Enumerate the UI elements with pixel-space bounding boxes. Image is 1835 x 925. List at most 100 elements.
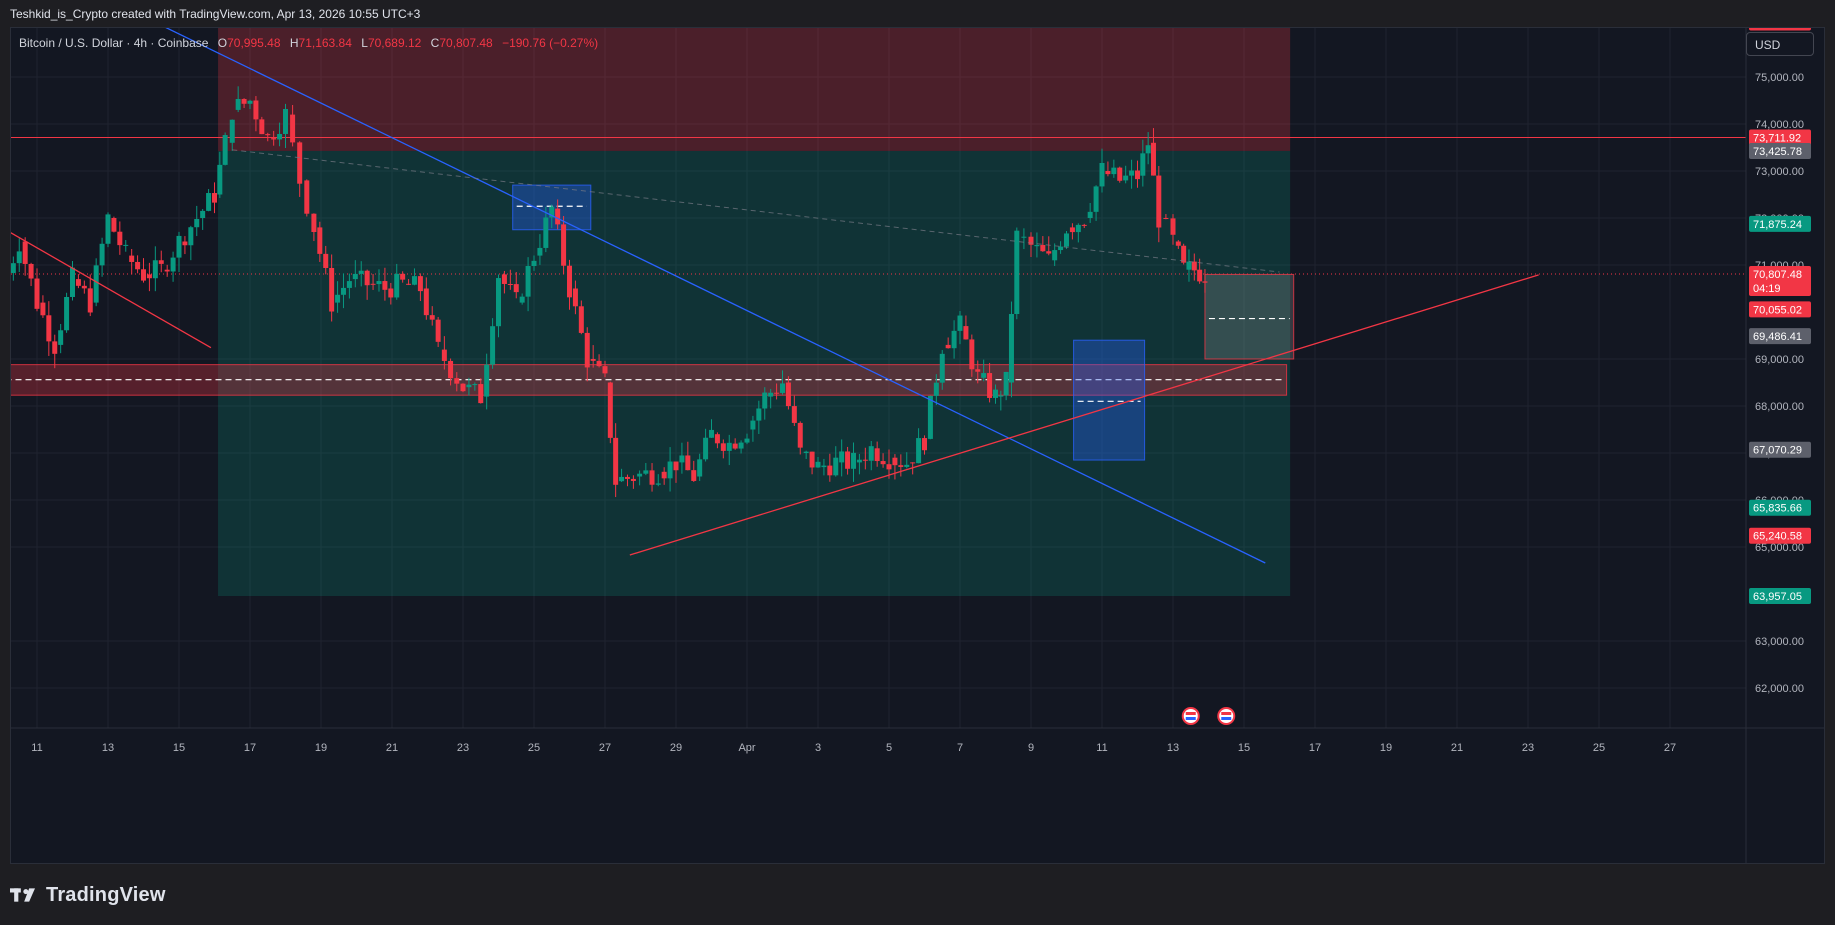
candle-body: [164, 269, 170, 272]
candle-body: [519, 296, 525, 303]
candle-body: [874, 448, 880, 462]
candle-body: [283, 108, 288, 134]
candle-body: [709, 429, 714, 438]
candle-body: [1014, 230, 1020, 315]
candle-body: [484, 364, 490, 397]
candle-body: [531, 260, 537, 267]
candle-body: [64, 296, 70, 331]
candle-body: [382, 281, 388, 290]
candle-body: [572, 288, 578, 307]
x-tick-label: 23: [457, 742, 469, 754]
candle-body: [290, 114, 296, 143]
candle-body: [454, 378, 460, 384]
candle-body: [726, 442, 732, 451]
candle-body: [1140, 153, 1146, 176]
ohlc-legend: Bitcoin / U.S. Dollar · 4h · Coinbase O7…: [19, 36, 598, 50]
high-label: H: [289, 36, 299, 50]
x-tick-label: 3: [815, 742, 821, 754]
x-tick-label: 27: [1664, 742, 1676, 754]
candle-body: [129, 255, 135, 262]
y-tick-label: 63,000.00: [1755, 636, 1804, 648]
candle-body: [501, 274, 507, 284]
candle-body: [1075, 224, 1081, 233]
target-box: [1204, 273, 1295, 360]
candle-body: [703, 437, 709, 460]
y-tick-label: 74,000.00: [1755, 119, 1804, 131]
price-label-box: [1749, 301, 1811, 318]
candle-body: [1058, 246, 1064, 251]
price-label-box: [1749, 328, 1811, 345]
x-tick-label: 21: [1451, 742, 1463, 754]
event-marker-inner: [1219, 709, 1234, 723]
candle-body: [135, 261, 141, 270]
x-tick-labels: 11 13 15 17 19 21 23 25 27 29 Apr 3 5 7 9 11 13 15 17 19 21 2…: [31, 742, 1676, 754]
candle-body: [212, 193, 217, 203]
candle-body: [34, 278, 40, 309]
candle-body: [756, 408, 762, 421]
y-tick-label: 65,000.00: [1755, 542, 1804, 554]
candle-body: [513, 284, 519, 293]
candle-body: [624, 476, 630, 479]
y-tick-label: 69,000.00: [1755, 354, 1804, 366]
candle-body: [655, 483, 661, 485]
candle-body: [1028, 236, 1034, 245]
candle-body: [46, 315, 52, 342]
candle-body: [1156, 175, 1162, 228]
candle-body: [441, 349, 447, 361]
candle-body: [584, 332, 590, 368]
price-label-box: [1749, 441, 1811, 458]
candle-body: [229, 119, 235, 143]
candle-body: [170, 257, 176, 272]
candle-body: [892, 457, 898, 466]
candle-body: [406, 283, 412, 285]
x-tick-label: 23: [1522, 742, 1534, 754]
candle-body: [1135, 170, 1140, 180]
currency-selector-button[interactable]: USD: [1746, 32, 1814, 56]
candle-body: [247, 100, 253, 104]
price-label: 76,160.15: [1753, 28, 1802, 29]
candle-body: [358, 270, 364, 274]
candle-body: [176, 235, 182, 258]
candle-body: [1123, 175, 1129, 181]
candle-body: [271, 138, 277, 140]
candle-body: [117, 231, 123, 246]
candle-body: [1052, 250, 1058, 261]
candle-body: [1064, 233, 1069, 247]
footer-branding: TradingView: [10, 880, 166, 910]
candle-body: [525, 266, 531, 297]
candle-body: [52, 341, 58, 354]
candle-body: [643, 470, 649, 474]
candle-body: [1021, 236, 1027, 238]
chart-panel[interactable]: 62,000.0063,000.0065,000.0066,000.0067,0…: [10, 27, 1825, 864]
candle-body: [188, 227, 194, 246]
x-tick-label: 19: [1380, 742, 1392, 754]
candle-body: [28, 263, 34, 279]
candle-body: [1099, 163, 1105, 187]
price-label-box: [1749, 266, 1811, 297]
candle-body: [803, 451, 809, 453]
candle-body: [630, 478, 636, 481]
price-label-box: [1749, 215, 1811, 232]
candle-body: [417, 276, 423, 292]
candle-body: [679, 455, 685, 463]
candle-body: [16, 251, 22, 264]
low-value: 70,689.12: [367, 36, 422, 50]
price-label: 69,486.41: [1753, 331, 1802, 343]
price-label: 67,070.29: [1753, 445, 1802, 457]
candle-body: [1186, 261, 1192, 270]
price-label-box: [1749, 588, 1811, 605]
x-tick-label: 5: [886, 742, 892, 754]
candle-body: [898, 465, 904, 467]
price-label-box: [1749, 28, 1811, 31]
candle-body: [206, 193, 212, 211]
candlestick-chart[interactable]: 62,000.0063,000.0065,000.0066,000.0067,0…: [11, 28, 1824, 863]
candle-body: [661, 471, 667, 479]
downtrend-short: [11, 232, 212, 349]
candle-body: [435, 319, 441, 342]
candle-body: [70, 267, 75, 297]
candle-body: [933, 382, 939, 396]
y-tick-label: 75,000.00: [1755, 72, 1804, 84]
candle-body: [922, 438, 927, 451]
x-tick-label: 9: [1028, 742, 1034, 754]
candle-body: [549, 206, 555, 218]
